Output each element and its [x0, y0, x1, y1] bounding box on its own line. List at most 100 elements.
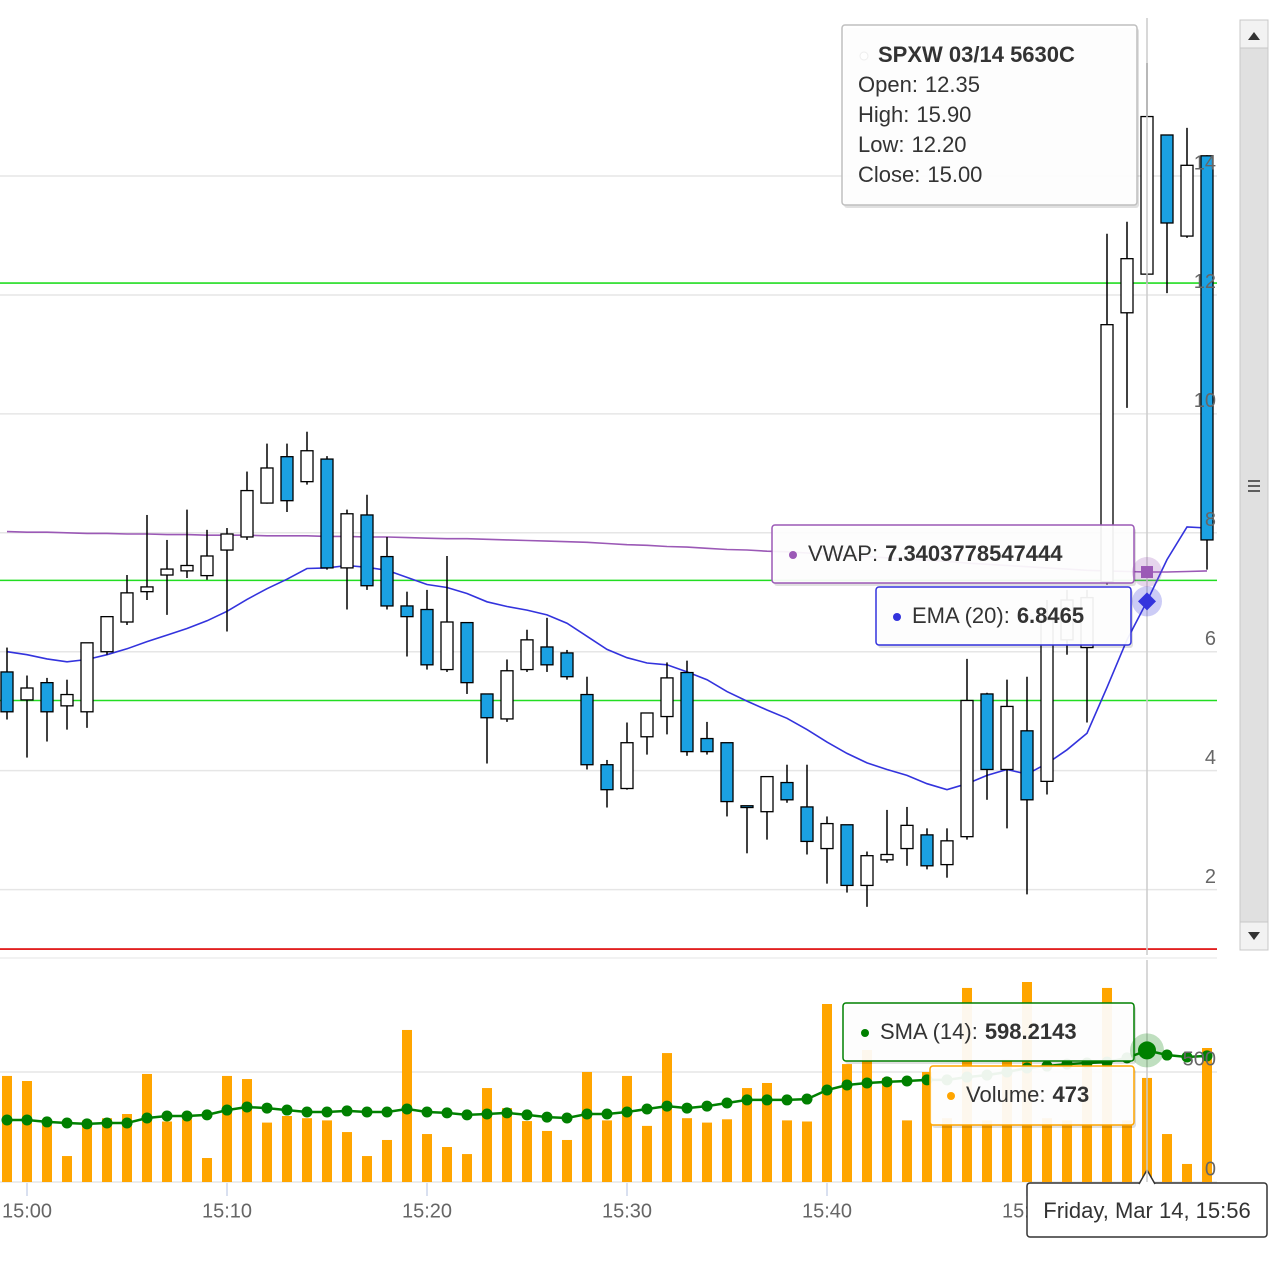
volume-bar	[642, 1125, 652, 1182]
candle-body	[540, 646, 554, 666]
candle-body	[40, 682, 54, 713]
candle-body	[300, 450, 314, 483]
volume-bar	[782, 1120, 792, 1182]
volume-bar	[182, 1119, 192, 1182]
series-point	[81, 1118, 93, 1130]
axes: 2 4 6 8 10 12 14 0 500 15:00 15:10 15:20 15:30 15:40 1…	[2, 152, 1216, 1222]
candle-body	[640, 712, 654, 738]
tooltip-label: EMA (20):	[912, 603, 1010, 628]
volume-bar	[1162, 1134, 1172, 1182]
volume-bar	[282, 1115, 292, 1182]
series-point	[361, 1106, 373, 1118]
y-tick-label: 6	[1205, 628, 1216, 650]
tooltip-value: 12.20	[911, 132, 966, 157]
tooltip-value: 15.90	[916, 102, 971, 127]
candle-body	[200, 555, 214, 577]
series-point	[121, 1117, 133, 1129]
volume-bar	[42, 1124, 52, 1182]
candle-body	[1120, 258, 1134, 314]
series-point	[821, 1084, 833, 1096]
series-point	[561, 1112, 573, 1124]
candle-body	[860, 855, 874, 887]
series-point	[841, 1079, 853, 1091]
candle-body	[1180, 164, 1194, 237]
scroll-track[interactable]	[1239, 19, 1269, 951]
series-point	[701, 1100, 713, 1112]
volume-bar	[362, 1156, 372, 1182]
series-point	[1161, 1049, 1173, 1061]
tooltip-row: Open: 12.35	[858, 72, 980, 97]
volume-bar	[802, 1121, 812, 1182]
candle-body	[380, 555, 394, 607]
volume-bar	[602, 1120, 612, 1182]
tooltip-label: Close:	[858, 162, 920, 187]
candle-body	[420, 608, 434, 666]
tooltip-box	[771, 524, 1135, 584]
tooltip-row: SMA (14): 598.2143	[880, 1019, 1077, 1044]
candle-body	[980, 693, 994, 771]
candle-body	[700, 737, 714, 753]
x-tick-label: 15:10	[202, 1200, 252, 1222]
tooltip-label: Open:	[858, 72, 918, 97]
series-point	[541, 1111, 553, 1123]
hover-marker	[1141, 566, 1153, 579]
series-point	[201, 1109, 213, 1121]
candle-body	[840, 824, 854, 887]
candle-body	[500, 670, 514, 720]
series-point	[1201, 1050, 1213, 1062]
y-tick-label: 4	[1205, 747, 1216, 769]
series-point	[861, 1077, 873, 1089]
volume-bar	[1122, 1120, 1132, 1182]
tooltip-value: 12.35	[925, 72, 980, 97]
series-point	[301, 1106, 313, 1118]
series-point	[661, 1100, 673, 1112]
candle-body	[800, 806, 814, 843]
volume-bar	[562, 1139, 572, 1182]
volume-bar	[442, 1147, 452, 1182]
candle-body	[680, 671, 694, 753]
scroll-down[interactable]	[1239, 921, 1269, 951]
x-tick-label: 15:20	[402, 1200, 452, 1222]
series-point	[521, 1109, 533, 1121]
series-point	[321, 1106, 333, 1118]
candle-body	[880, 853, 894, 861]
y-tick-label: 0	[1205, 1158, 1216, 1180]
tooltip-row: Close: 15.00	[858, 162, 982, 187]
candle-body	[260, 467, 274, 504]
series-point	[381, 1106, 393, 1118]
series-point	[261, 1102, 273, 1114]
tooltip-bullet	[947, 1092, 955, 1100]
series-point	[641, 1103, 653, 1115]
volume-bar	[62, 1156, 72, 1182]
scrollbar[interactable]	[1239, 19, 1269, 951]
volume-bar	[922, 1071, 932, 1182]
volume-bar	[702, 1122, 712, 1182]
series-point	[101, 1117, 113, 1129]
volume-bar	[382, 1139, 392, 1182]
arrow-up	[1248, 32, 1260, 40]
volume-bar	[522, 1121, 532, 1182]
candle-body	[740, 805, 754, 809]
y-tick-label: 10	[1194, 390, 1216, 412]
series-point	[721, 1097, 733, 1109]
volume-bar	[162, 1121, 172, 1182]
series-point	[281, 1104, 293, 1116]
y-tick-label: 8	[1205, 509, 1216, 531]
volume-bar	[1202, 1048, 1212, 1182]
series-point	[221, 1104, 233, 1116]
series-point	[901, 1075, 913, 1087]
candle-body	[460, 621, 474, 684]
candle-body	[760, 775, 774, 813]
series-point	[341, 1105, 353, 1117]
candle-body	[940, 840, 954, 866]
volume-bar	[722, 1119, 732, 1182]
tooltip-row: Volume: 473	[966, 1082, 1089, 1107]
volume-bar	[1042, 1118, 1052, 1182]
candle-body	[180, 564, 194, 572]
series-point	[401, 1103, 413, 1115]
volume-bar	[502, 1108, 512, 1182]
volume-bar	[1062, 1120, 1072, 1182]
tooltip-label: High:	[858, 102, 909, 127]
candle-body	[580, 693, 594, 766]
